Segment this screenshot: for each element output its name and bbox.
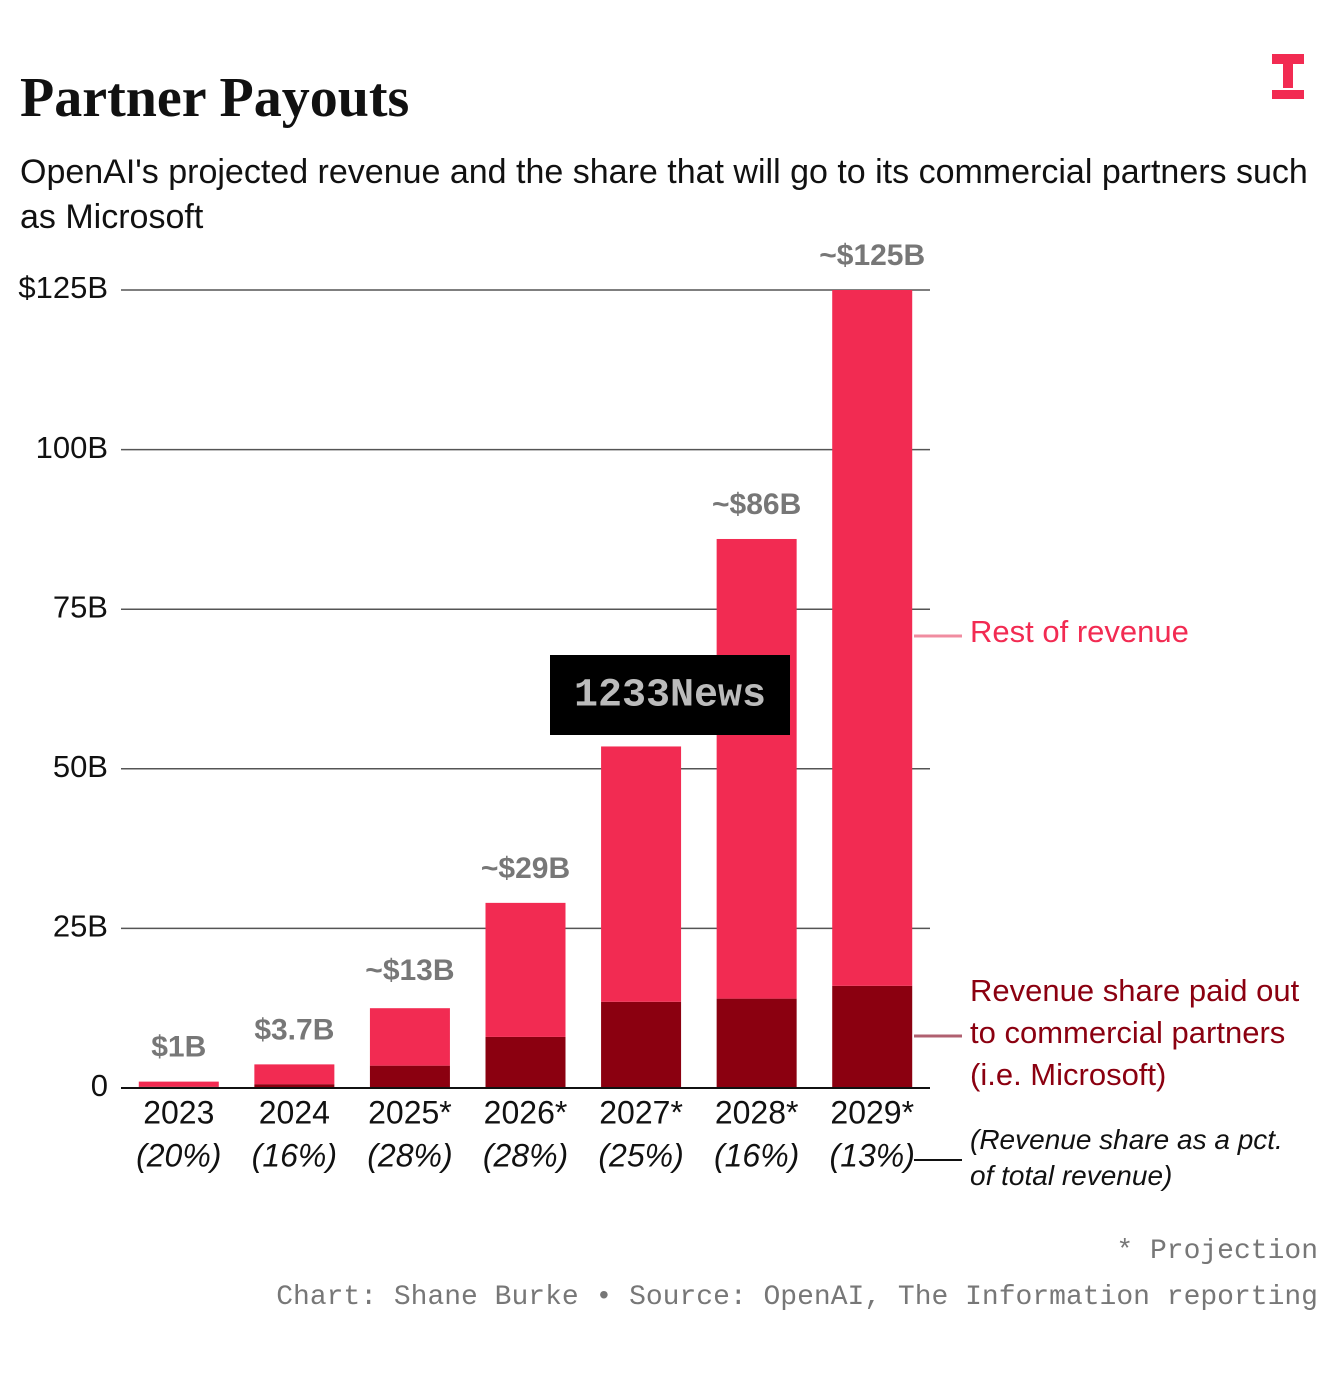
bar-segment [716,998,797,1088]
x-tick-label: 2025* [368,1094,452,1130]
x-tick-label: 2024 [259,1094,330,1130]
series-annotation: Rest of revenue [970,614,1189,649]
x-tick-label: 2028* [715,1094,799,1130]
total-label: $3.7B [254,1013,334,1046]
x-tick-label: 2026* [484,1094,568,1130]
chart-title: Partner Payouts [20,67,410,129]
category-note: (28%) [483,1137,568,1173]
bar-segment [369,1065,450,1088]
category-note: (13%) [830,1137,915,1173]
bar-segment [832,290,913,986]
y-tick-label: 50B [53,749,108,784]
y-tick-label: 75B [53,589,108,624]
category-note: (25%) [598,1137,683,1173]
x-tick-label: 2029* [830,1094,914,1130]
y-tick-label: 0 [91,1068,108,1103]
note-annotation: (Revenue share as a pct. of total revenu… [970,1124,1283,1191]
total-label: ~$29B [481,852,570,885]
bar-segment [832,985,913,1088]
bar-segment [369,1008,450,1066]
total-label: $1B [151,1031,206,1064]
bar-segment [254,1064,335,1085]
series-annotation: Revenue share paid out to commercial par… [970,973,1300,1092]
bar-segment [138,1081,219,1087]
source: Chart: Shane Burke • Source: OpenAI, The… [276,1282,1318,1313]
total-label: ~$13B [365,954,454,987]
x-tick-label: 2023 [143,1094,214,1130]
category-note: (20%) [136,1137,221,1173]
bar-segment [601,1001,682,1088]
chart-subtitle: OpenAI's projected revenue and the share… [20,153,1308,236]
category-note: (28%) [367,1137,452,1173]
bar-segment [485,1036,566,1088]
logo [1272,54,1304,99]
total-label: ~$125B [819,239,925,272]
y-tick-label: 100B [36,430,108,465]
watermark-box [550,655,790,735]
bar-segment [716,538,797,999]
bar-segment [601,746,682,1002]
bar-segment [254,1084,335,1088]
x-tick-label: 2027* [599,1094,683,1130]
total-label: ~$86B [712,488,801,521]
footnote: * Projection [1116,1236,1318,1267]
category-note: (16%) [252,1137,337,1173]
bar-segment [485,902,566,1037]
y-tick-label: 25B [53,909,108,944]
category-note: (16%) [714,1137,799,1173]
watermark: 1233News [574,674,766,719]
y-tick-label: $125B [18,270,108,305]
